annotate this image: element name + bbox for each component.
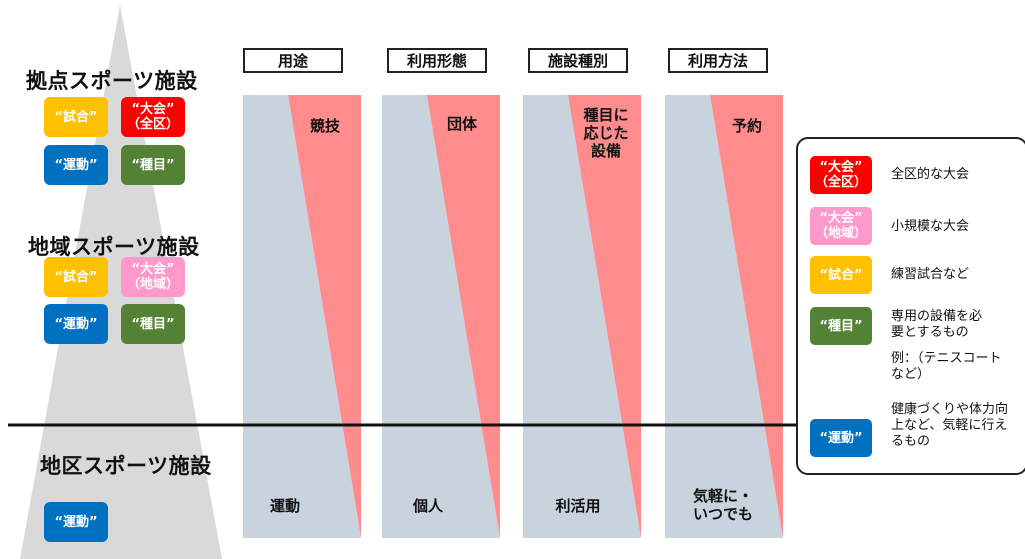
badge-text: “種目” [131, 157, 175, 173]
column-red-wedge [710, 95, 783, 538]
legend-shiai-badge: “試合” [810, 256, 872, 294]
column-bottom-label: 利活用 [543, 497, 613, 515]
kyoten-shiai-badge: “試合” [44, 97, 108, 137]
column-blue-wedge [523, 95, 641, 538]
legend-desc-line: 例：（テニスコート [891, 351, 1002, 366]
chiiki-shiai-badge: “試合” [44, 257, 108, 297]
column-top-line: 応じた [583, 124, 629, 142]
column-bottom-line: いつでも [692, 505, 753, 523]
column-blue-wedge [665, 95, 783, 538]
column-bottom-label: 気軽に・ いつでも [686, 487, 760, 523]
column-red-wedge [288, 95, 361, 538]
badge-subtext: （地域） [814, 226, 867, 241]
legend-desc-line: 要とするもの [891, 325, 969, 340]
column-top-line: 予約 [731, 117, 762, 135]
legend-shiai-desc: 練習試合など [891, 267, 969, 283]
column-bottom-line: 個人 [412, 497, 443, 515]
column-red-wedge [568, 95, 641, 538]
column-top-label: 種目に 応じた 設備 [577, 106, 635, 160]
badge-text: “大会” [131, 102, 175, 117]
column-top-label: 予約 [725, 117, 769, 135]
column-header-shisetsu-shubetsu: 施設種別 [528, 48, 628, 73]
legend-desc-line: 上など、気軽に行え [891, 418, 1008, 433]
badge-text: “試合” [54, 109, 98, 125]
badge-subtext: （全区） [814, 175, 867, 190]
badge-text: “運動” [54, 157, 98, 173]
legend-desc-line: 小規模な大会 [891, 219, 970, 234]
legend-shumoku-badge: “種目” [810, 307, 872, 345]
badge-text: “運動” [54, 316, 98, 332]
chiiki-shumoku-badge: “種目” [121, 304, 185, 344]
legend-desc-line: 専用の設備を必 [891, 309, 983, 324]
legend-taikai-zenku-badge: “大会” （全区） [810, 156, 872, 194]
legend-undo-badge: “運動” [810, 419, 872, 457]
column-top-line: 団体 [446, 115, 477, 133]
chiiki-title: 地域スポーツ施設 [28, 235, 200, 259]
legend-desc-line: 練習試合など [891, 267, 970, 282]
column-top-line: 種目に [583, 106, 629, 124]
badge-text: “運動” [819, 430, 863, 446]
legend-shumoku-desc: 専用の設備を必 要とするもの [891, 309, 982, 341]
column-blue-wedge [382, 95, 500, 538]
badge-text: “大会” [131, 262, 175, 277]
legend-shumoku-example: 例：（テニスコート など） [891, 351, 1002, 383]
badge-subtext: （地域） [126, 277, 179, 292]
badge-text: “大会” [819, 160, 863, 175]
badge-text: “種目” [819, 318, 863, 334]
column-red-wedge [427, 95, 500, 538]
badge-text: “大会” [819, 211, 863, 226]
legend-box: “大会” （全区） 全区的な大会 “大会” （地域） 小規模な大会 “試合” 練… [796, 137, 1025, 475]
column-bottom-line: 利活用 [555, 497, 601, 515]
chiiki-taikai-badge: “大会” （地域） [121, 257, 185, 297]
kyoten-title: 拠点スポーツ施設 [26, 69, 198, 93]
kyoten-shumoku-badge: “種目” [121, 145, 185, 185]
badge-text: “種目” [131, 316, 175, 332]
column-bottom-label: 運動 [255, 497, 315, 515]
column-top-label: 競技 [303, 117, 347, 135]
column-bottom-line: 気軽に・ [692, 487, 753, 505]
legend-undo-desc: 健康づくりや体力向 上など、気軽に行え るもの [891, 402, 1008, 450]
legend-desc-line: 全区的な大会 [891, 167, 970, 182]
legend-desc-line: るもの [891, 434, 931, 449]
chiiki-undo-badge: “運動” [44, 304, 108, 344]
column-header-yoto: 用途 [243, 48, 343, 73]
column-bottom-label: 個人 [398, 497, 458, 515]
kyoten-taikai-badge: “大会” （全区） [121, 97, 185, 137]
column-header-riyo-hoho: 利用方法 [668, 48, 768, 73]
legend-desc-line: など） [891, 367, 931, 382]
legend-taikai-chiiki-badge: “大会” （地域） [810, 207, 872, 245]
badge-text: “試合” [54, 269, 98, 285]
column-bottom-line: 運動 [269, 497, 300, 515]
column-blue-wedge [243, 95, 361, 538]
kyoten-undo-badge: “運動” [44, 145, 108, 185]
badge-text: “運動” [54, 514, 98, 530]
column-top-line: 設備 [590, 142, 621, 160]
badge-subtext: （全区） [126, 117, 179, 132]
chiku-title: 地区スポーツ施設 [40, 454, 212, 478]
legend-taikai-zenku-desc: 全区的な大会 [891, 167, 969, 183]
column-header-riyo-keitai: 利用形態 [387, 48, 487, 73]
badge-text: “試合” [819, 267, 863, 283]
legend-taikai-chiiki-desc: 小規模な大会 [891, 219, 969, 235]
chiku-undo-badge: “運動” [44, 502, 108, 542]
legend-desc-line: 健康づくりや体力向 [891, 402, 1009, 417]
column-top-line: 競技 [309, 117, 340, 135]
column-top-label: 団体 [440, 115, 484, 133]
